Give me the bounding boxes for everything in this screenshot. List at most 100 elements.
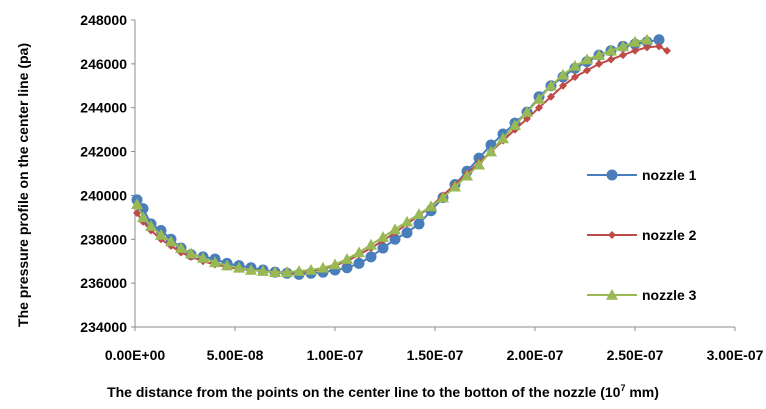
y-axis-title: The pressure profile on the center line … (15, 43, 31, 327)
data-point-nozzle-3 (305, 263, 317, 275)
y-tick-label: 238000 (80, 231, 127, 247)
legend-label: nozzle 1 (642, 167, 697, 183)
data-point-nozzle-3 (425, 200, 437, 212)
data-point-nozzle-2 (655, 42, 663, 51)
y-tick-label: 246000 (80, 56, 127, 72)
legend-item-nozzle-2: nozzle 2 (587, 227, 697, 243)
data-point-nozzle-3 (485, 145, 497, 157)
data-point-nozzle-3 (437, 191, 449, 203)
x-tick-labels: 0.00E+00 5.00E-08 1.00E-07 1.50E-07 2.00E-07… (105, 327, 764, 363)
data-point-nozzle-2 (595, 59, 603, 68)
x-tick-label: 1.50E-07 (407, 347, 464, 363)
data-point-nozzle-3 (257, 265, 269, 276)
y-tick-label: 244000 (80, 100, 127, 116)
data-point-nozzle-3 (377, 231, 389, 242)
data-point-nozzle-3 (629, 35, 641, 47)
legend: nozzle 1 nozzle 2 nozzle 3 (587, 167, 697, 303)
data-point-nozzle-3 (533, 92, 545, 104)
series (131, 33, 671, 280)
data-point-nozzle-3 (581, 53, 593, 65)
data-point-nozzle-3 (269, 266, 281, 277)
data-point-nozzle-3 (641, 33, 653, 45)
data-point-nozzle-3 (293, 265, 305, 276)
x-tick-label: 2.50E-07 (607, 347, 664, 363)
data-point-nozzle-3 (521, 106, 533, 117)
x-tick-label: 0.00E+00 (105, 347, 166, 363)
data-point-nozzle-3 (329, 258, 341, 270)
data-point-nozzle-3 (365, 238, 377, 250)
data-point-nozzle-3 (281, 266, 293, 277)
data-point-nozzle-2 (643, 43, 651, 52)
y-tick-labels: 234000 236000 238000 240000 242000 244000 2460… (80, 12, 135, 335)
data-point-nozzle-3 (605, 44, 617, 56)
data-point-nozzle-3 (497, 132, 509, 144)
data-point-nozzle-3 (557, 68, 569, 80)
data-point-nozzle-1 (413, 218, 425, 230)
data-point-nozzle-1 (365, 251, 377, 263)
data-point-nozzle-3 (569, 60, 581, 71)
data-point-nozzle-2 (607, 55, 615, 64)
legend-label: nozzle 2 (642, 227, 697, 243)
y-tick-label: 248000 (80, 12, 127, 28)
x-tick-label: 5.00E-08 (207, 347, 264, 363)
x-axis-title-tail: mm) (625, 384, 658, 400)
series-line-nozzle-1 (136, 38, 660, 276)
data-point-nozzle-3 (401, 215, 413, 227)
data-point-nozzle-2 (547, 92, 555, 101)
legend-marker (608, 231, 616, 239)
data-point-nozzle-3 (389, 223, 401, 235)
data-point-nozzle-3 (449, 180, 461, 192)
data-point-nozzle-2 (631, 46, 639, 55)
data-point-nozzle-3 (317, 261, 329, 273)
data-point-nozzle-2 (583, 66, 591, 75)
data-point-nozzle-2 (619, 51, 627, 60)
data-point-nozzle-1 (353, 257, 365, 269)
data-point-nozzle-3 (509, 119, 521, 131)
y-tick-label: 240000 (80, 187, 127, 203)
data-point-nozzle-3 (593, 49, 605, 60)
data-point-nozzle-3 (175, 242, 187, 253)
x-tick-label: 3.00E-07 (707, 347, 764, 363)
data-point-nozzle-3 (245, 263, 257, 275)
y-tick-label: 242000 (80, 144, 127, 160)
data-point-nozzle-3 (545, 79, 557, 91)
legend-marker (606, 169, 618, 181)
data-point-nozzle-3 (233, 261, 245, 273)
data-point-nozzle-3 (165, 235, 177, 247)
data-point-nozzle-2 (535, 103, 543, 112)
series-line-nozzle-2 (136, 45, 668, 274)
data-point-nozzle-2 (571, 73, 579, 82)
data-point-nozzle-3 (413, 208, 425, 219)
x-tick-label: 2.00E-07 (507, 347, 564, 363)
y-tick-label: 236000 (80, 275, 127, 291)
series-nozzle-2 (133, 42, 671, 277)
data-point-nozzle-3 (473, 158, 485, 170)
data-point-nozzle-1 (341, 262, 353, 274)
legend-item-nozzle-1: nozzle 1 (587, 167, 697, 183)
data-point-nozzle-3 (617, 40, 629, 52)
x-axis-title-superscript: 7 (620, 383, 625, 393)
legend-marker (606, 289, 618, 300)
data-point-nozzle-2 (559, 81, 567, 90)
data-point-nozzle-2 (663, 46, 671, 55)
data-point-nozzle-3 (155, 228, 167, 240)
data-point-nozzle-3 (131, 198, 143, 209)
data-point-nozzle-3 (145, 220, 157, 231)
data-point-nozzle-1 (377, 242, 389, 254)
data-point-nozzle-3 (197, 251, 209, 263)
x-axis-title: The distance from the points on the cent… (107, 383, 659, 400)
data-point-nozzle-1 (401, 227, 413, 239)
data-point-nozzle-3 (185, 247, 197, 259)
legend-label: nozzle 3 (642, 287, 697, 303)
y-tick-label: 234000 (80, 319, 127, 335)
series-nozzle-3 (131, 33, 653, 277)
legend-item-nozzle-3: nozzle 3 (587, 287, 697, 303)
data-point-nozzle-3 (221, 259, 233, 271)
data-point-nozzle-3 (341, 253, 353, 264)
x-axis-title-main: The distance from the points on the cent… (107, 384, 621, 400)
x-tick-label: 1.00E-07 (307, 347, 364, 363)
data-point-nozzle-3 (209, 256, 221, 268)
data-point-nozzle-3 (353, 246, 365, 258)
